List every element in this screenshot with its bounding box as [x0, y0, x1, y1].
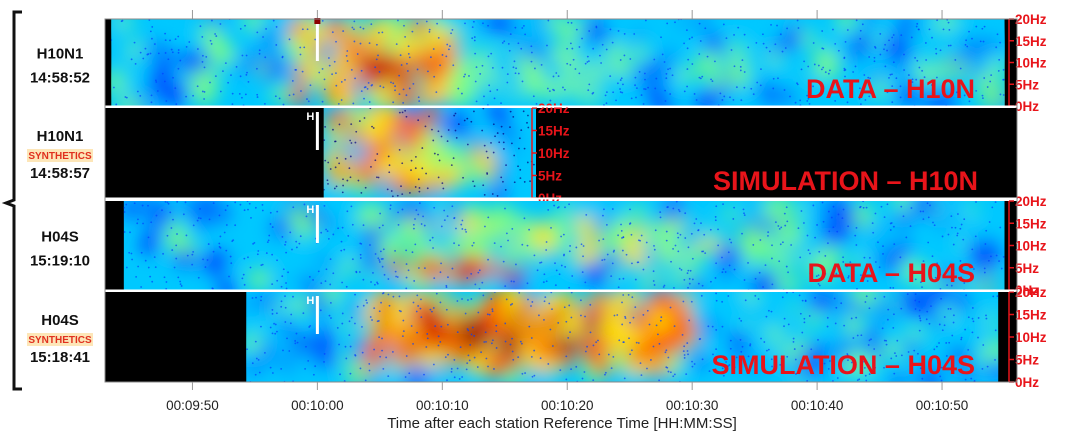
x-axis-top-ticks [191, 10, 943, 19]
station-name: H10N1 [37, 128, 84, 145]
x-tick-label: 00:10:40 [791, 398, 844, 413]
frequency-tick-label: 10Hz [1015, 239, 1047, 254]
x-tick-label: 00:10:50 [916, 398, 969, 413]
station-name: H04S [41, 229, 79, 246]
frequency-tick-label: 20Hz [1015, 12, 1047, 27]
x-axis: 00:09:50 00:10:00 00:10:10 00:10:20 00:10:30… [166, 382, 968, 413]
station-time: 14:58:52 [30, 70, 90, 87]
frequency-tick-label: 5Hz [1015, 77, 1039, 92]
station-time: 15:19:10 [30, 253, 90, 270]
synthetics-label: SYNTHETICS [28, 335, 92, 346]
frequency-tick-label: 20Hz [1015, 194, 1047, 209]
spectrogram-image [246, 292, 999, 382]
panel-title: DATA – H10N [806, 74, 975, 104]
reference-square-marker [314, 18, 321, 24]
station-label: H10N1 14:58:52 [30, 46, 90, 87]
station-name: H04S [41, 312, 79, 329]
frequency-axis: 0Hz 5Hz 10Hz 15Hz 20Hz [1008, 12, 1047, 114]
synthetics-badge [27, 149, 93, 162]
station-name: H10N1 [37, 46, 84, 63]
frequency-tick-label: 5Hz [1015, 261, 1039, 276]
x-tick-label: 00:10:10 [416, 398, 469, 413]
panel-background [105, 108, 1017, 198]
phase-marker-label: H [306, 111, 314, 123]
frequency-axis: 0Hz 5Hz 10Hz 15Hz 20Hz [1008, 194, 1047, 298]
panel-4: H 0Hz 5Hz 10Hz 15Hz 20Hz SIMULATION – H04S H04S… [27, 285, 1047, 390]
panel-title: DATA – H04S [807, 258, 975, 288]
station-time: 15:18:41 [30, 349, 90, 366]
station-label: H10N1 SYNTHETICS 14:58:57 [27, 128, 93, 182]
x-tick-label: 00:10:30 [666, 398, 719, 413]
x-tick-label: 00:10:00 [291, 398, 344, 413]
panel-title: SIMULATION – H10N [713, 166, 978, 196]
frequency-tick-label: 10Hz [538, 146, 570, 161]
synthetics-label: SYNTHETICS [28, 151, 92, 162]
frequency-tick-label: 10Hz [1015, 330, 1047, 345]
spectrogram-image [123, 201, 1005, 290]
frequency-tick-label: 20Hz [1015, 285, 1047, 300]
panel-3: H 0Hz 5Hz 10Hz 15Hz 20Hz DATA – H04S H04S 15:19:… [30, 194, 1047, 298]
x-tick-label: 00:09:50 [166, 398, 219, 413]
frequency-tick-label: 5Hz [538, 169, 562, 184]
frequency-tick-label: 15Hz [1015, 216, 1047, 231]
frequency-tick-label: 20Hz [538, 101, 570, 116]
x-tick-label: 00:10:20 [541, 398, 594, 413]
plot-frame [104, 18, 1018, 383]
frequency-tick-label: 5Hz [1015, 353, 1039, 368]
frequency-tick-label: 0Hz [1015, 283, 1039, 298]
frequency-tick-label: 10Hz [1015, 56, 1047, 71]
phase-marker-label: H [306, 204, 314, 216]
frequency-tick-label: 15Hz [538, 124, 570, 139]
frequency-tick-label: 15Hz [1015, 34, 1047, 49]
frequency-tick-label: 0Hz [1015, 99, 1039, 114]
phase-marker-label: H [306, 295, 314, 307]
station-group-brace [1, 10, 22, 391]
spectrogram-panels: 0Hz 5Hz 10Hz 15Hz 20Hz DATA – H10N H10N1 14:58:… [27, 12, 1047, 390]
station-label: H04S 15:19:10 [30, 229, 90, 270]
x-axis-label: Time after each station Reference Time [… [387, 415, 737, 432]
panel-1: 0Hz 5Hz 10Hz 15Hz 20Hz DATA – H10N H10N1 14:58:… [30, 12, 1047, 114]
spectrogram-image [323, 108, 537, 198]
frequency-tick-label: 0Hz [1015, 375, 1039, 390]
frequency-axis: 0Hz 5Hz 10Hz 15Hz 20Hz [1008, 285, 1047, 390]
synthetics-badge [27, 333, 93, 346]
frequency-tick-label: 15Hz [1015, 308, 1047, 323]
station-label: H04S SYNTHETICS 15:18:41 [27, 312, 93, 366]
station-time: 14:58:57 [30, 165, 90, 182]
panel-title: SIMULATION – H04S [711, 350, 975, 380]
spectrogram-image [111, 19, 1005, 106]
